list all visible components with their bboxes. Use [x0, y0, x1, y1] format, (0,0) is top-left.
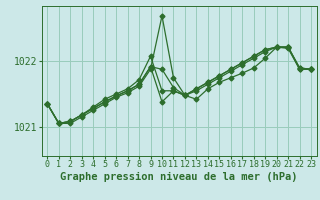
X-axis label: Graphe pression niveau de la mer (hPa): Graphe pression niveau de la mer (hPa)	[60, 172, 298, 182]
